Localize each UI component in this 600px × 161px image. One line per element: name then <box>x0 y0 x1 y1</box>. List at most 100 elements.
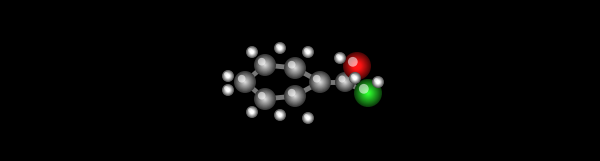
Circle shape <box>294 95 296 97</box>
Circle shape <box>290 63 300 73</box>
Circle shape <box>244 81 245 83</box>
Circle shape <box>254 88 276 110</box>
Circle shape <box>226 74 230 78</box>
Circle shape <box>280 114 281 116</box>
Circle shape <box>374 79 382 85</box>
Circle shape <box>356 65 358 67</box>
Circle shape <box>287 61 302 75</box>
Circle shape <box>277 112 283 118</box>
Circle shape <box>335 53 346 63</box>
Circle shape <box>374 78 379 82</box>
Circle shape <box>227 75 229 77</box>
Circle shape <box>259 93 271 105</box>
Circle shape <box>285 86 305 106</box>
Circle shape <box>316 78 324 86</box>
Circle shape <box>377 81 379 83</box>
Circle shape <box>319 81 321 83</box>
Circle shape <box>223 85 233 95</box>
Circle shape <box>304 114 308 118</box>
Circle shape <box>350 59 364 73</box>
Circle shape <box>275 110 285 120</box>
Circle shape <box>303 47 313 57</box>
Circle shape <box>248 48 256 56</box>
Circle shape <box>274 109 286 121</box>
Circle shape <box>246 106 258 118</box>
Circle shape <box>257 92 272 106</box>
Circle shape <box>277 111 284 119</box>
Circle shape <box>312 74 328 90</box>
Circle shape <box>302 113 313 123</box>
Circle shape <box>337 74 353 90</box>
Circle shape <box>302 112 314 124</box>
Circle shape <box>352 61 362 71</box>
Circle shape <box>251 51 253 53</box>
Circle shape <box>337 55 343 61</box>
Circle shape <box>335 73 355 91</box>
Circle shape <box>313 75 328 89</box>
Circle shape <box>293 94 297 98</box>
Circle shape <box>304 48 311 56</box>
Circle shape <box>315 77 325 87</box>
Circle shape <box>317 80 322 84</box>
Circle shape <box>274 109 286 121</box>
Circle shape <box>247 107 257 117</box>
Circle shape <box>262 96 268 102</box>
Circle shape <box>360 85 376 101</box>
Circle shape <box>278 114 281 116</box>
Circle shape <box>344 54 370 78</box>
Circle shape <box>264 64 266 66</box>
Circle shape <box>373 77 383 87</box>
Circle shape <box>338 75 352 89</box>
Circle shape <box>352 74 359 82</box>
Circle shape <box>248 48 256 56</box>
Circle shape <box>258 92 272 106</box>
Circle shape <box>225 73 231 79</box>
Circle shape <box>248 109 256 115</box>
Circle shape <box>254 54 276 76</box>
Circle shape <box>292 64 299 72</box>
Circle shape <box>343 80 347 84</box>
Circle shape <box>224 86 228 90</box>
Circle shape <box>355 64 359 68</box>
Circle shape <box>223 71 233 81</box>
Circle shape <box>376 80 380 84</box>
Circle shape <box>293 66 298 71</box>
Circle shape <box>304 47 313 57</box>
Circle shape <box>254 55 275 75</box>
Circle shape <box>249 49 255 55</box>
Circle shape <box>307 51 310 53</box>
Circle shape <box>226 88 230 92</box>
Circle shape <box>239 76 251 88</box>
Circle shape <box>251 51 253 53</box>
Circle shape <box>284 57 306 79</box>
Circle shape <box>248 108 256 116</box>
Circle shape <box>243 80 247 84</box>
Circle shape <box>353 76 356 80</box>
Circle shape <box>349 58 365 74</box>
Circle shape <box>340 77 350 87</box>
Circle shape <box>353 77 356 79</box>
Circle shape <box>274 42 286 54</box>
Circle shape <box>289 62 301 74</box>
Circle shape <box>290 91 300 101</box>
Circle shape <box>346 55 368 77</box>
Circle shape <box>274 42 286 54</box>
Circle shape <box>337 74 353 90</box>
Circle shape <box>307 117 310 119</box>
Circle shape <box>279 47 281 49</box>
Circle shape <box>293 66 297 70</box>
Circle shape <box>238 75 252 89</box>
Circle shape <box>291 64 299 72</box>
Circle shape <box>307 50 310 54</box>
Circle shape <box>338 56 341 60</box>
Circle shape <box>291 92 299 100</box>
Circle shape <box>367 92 369 94</box>
Circle shape <box>313 75 320 83</box>
Circle shape <box>284 86 305 106</box>
Circle shape <box>247 106 257 118</box>
Circle shape <box>349 72 361 84</box>
Circle shape <box>354 63 360 69</box>
Circle shape <box>335 72 355 92</box>
Circle shape <box>292 93 298 99</box>
Circle shape <box>280 47 281 49</box>
